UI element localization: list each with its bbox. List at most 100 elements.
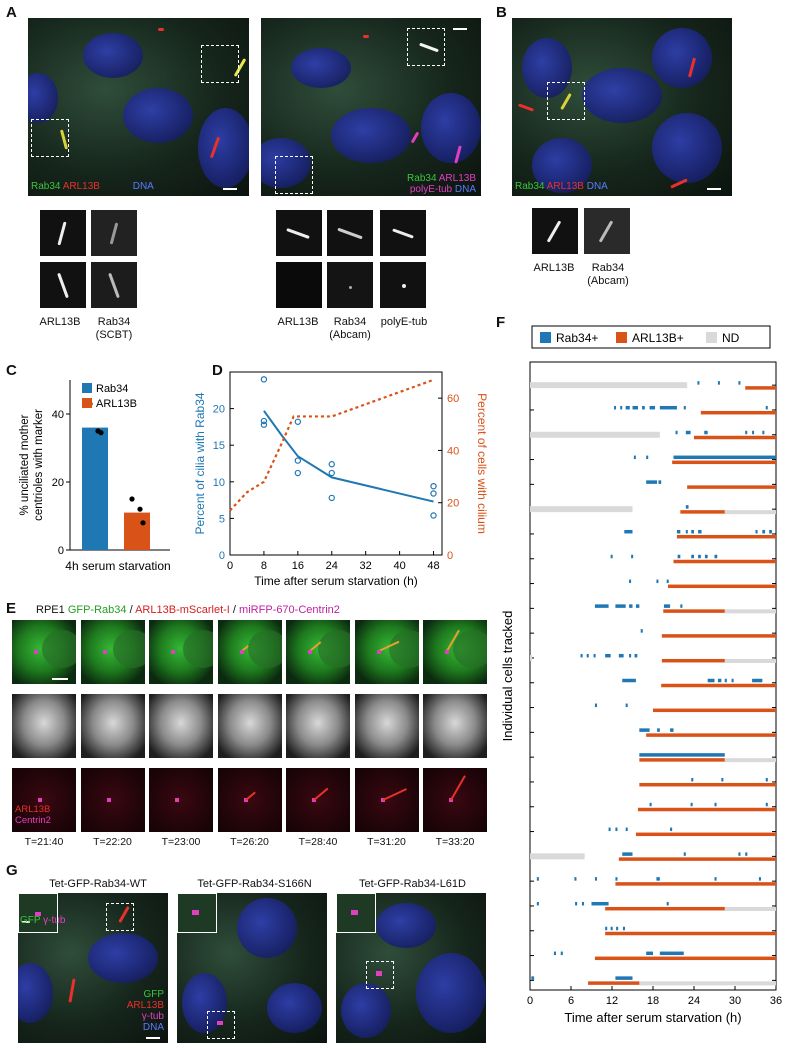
arl13b-segment	[668, 584, 776, 589]
arl13b-segment	[618, 857, 776, 861]
rab34-segment	[670, 827, 673, 832]
timepoint-label: T=22:20	[93, 836, 132, 848]
legend-label: ND	[722, 331, 740, 345]
y-axis-label-right: Percent of cells with cilium	[475, 393, 489, 534]
timelapse-merge-tile	[354, 620, 419, 684]
rab34-segment	[690, 802, 693, 807]
arl13b-segment	[700, 410, 776, 415]
rab34-segment	[717, 381, 720, 385]
inset-a-left-1	[40, 210, 86, 256]
arl13b-segment	[588, 981, 640, 985]
chart-d: 0 8 16 24 32 40 48 0 5 10 15 20 0 20 40 60 Time after se…	[193, 371, 489, 588]
y-tick-label-right: 20	[447, 498, 459, 510]
rab34-segment	[685, 505, 689, 509]
timelapse-gfp-tile	[12, 694, 76, 758]
rab34-segment	[615, 877, 618, 881]
x-tick-label: 32	[360, 560, 372, 572]
header-gfp-rab34: GFP-Rab34	[67, 604, 127, 616]
timelapse-merge-tile	[217, 620, 282, 684]
rab34-segment	[659, 405, 677, 410]
x-tick-label: 24	[326, 560, 338, 572]
rab34-segment	[639, 728, 650, 732]
rab34-segment	[666, 579, 669, 584]
rab34-segment	[714, 802, 717, 807]
rab34-segment	[698, 529, 702, 534]
timelapse-arl13b-centrin-tile	[149, 768, 213, 832]
rab34-segment	[675, 430, 678, 435]
x-tick-label: 24	[688, 995, 700, 1007]
nd-segment	[724, 658, 776, 663]
rab34-segment	[586, 653, 589, 658]
rab34-data-point	[294, 418, 302, 425]
rab34-segment	[691, 554, 694, 559]
x-tick-label: 0	[527, 995, 533, 1007]
rab34-segment	[610, 554, 613, 559]
rab34-segment	[646, 455, 649, 460]
inset-label: polyE-tub	[380, 316, 428, 328]
rab34-data-point	[260, 376, 268, 383]
rab34-segment	[765, 405, 768, 410]
rab34-segment	[769, 529, 772, 534]
rab34-segment	[649, 802, 652, 807]
rab34-segment	[658, 480, 662, 484]
micrograph-b: Rab34 ARL13B DNA	[512, 18, 732, 196]
panel-e-header: RPE1 GFP-Rab34 / ARL13B-mScarlet-I / miR…	[36, 604, 340, 616]
x-tick-label: 12	[606, 995, 618, 1007]
timepoint-label: T=23:00	[161, 836, 201, 848]
header-cell-line: RPE1	[36, 604, 65, 616]
header-arl13b: ARL13B-mScarlet-I	[135, 604, 230, 616]
rab34-segment	[608, 827, 611, 832]
arl13b-segment	[605, 906, 725, 911]
cell-track-row	[637, 802, 776, 812]
cell-track-row	[608, 827, 776, 837]
rab34-segment	[752, 678, 763, 683]
label-polye-tub: polyE-tub	[409, 184, 453, 195]
label-gamma-tub: γ-tub	[141, 1011, 164, 1022]
timelapse-gfp-tile	[286, 694, 350, 758]
rab34-segment	[629, 579, 632, 584]
timelapse-gfp-tile	[423, 694, 487, 758]
inset-a-right-6	[380, 262, 426, 308]
timepoint-label: T=33:20	[435, 836, 475, 848]
label-arl13b: ARL13B	[15, 804, 51, 815]
legend-swatch	[706, 332, 717, 343]
rab34-segment	[629, 653, 632, 658]
inset-label: ARL13B	[277, 316, 319, 328]
inset-a-left-3	[40, 262, 86, 308]
inset-label: Rab34 (Abcam)	[587, 262, 629, 287]
x-axis-label: 4h serum starvation	[65, 559, 170, 573]
micrograph-a-right: Rab34 ARL13B polyE-tub DNA	[261, 18, 481, 196]
rab34-segment	[622, 926, 625, 931]
x-tick-label: 36	[770, 995, 782, 1007]
series-rab34-line	[263, 410, 434, 503]
inset-a-left-4	[91, 262, 137, 308]
timepoint-label: T=28:40	[298, 836, 338, 848]
cell-track-row	[640, 629, 776, 638]
nd-segment	[724, 609, 776, 614]
y-axis-label: % unciliated mother centrioles with marke…	[19, 409, 45, 521]
rab34-segment	[615, 976, 633, 980]
arl13b-segment	[676, 534, 776, 539]
rab34-data-point	[328, 494, 335, 502]
rab34-segment	[721, 777, 724, 782]
y-tick-label-right: 0	[447, 550, 453, 562]
bar-arl13b	[124, 512, 150, 550]
arl13b-segment	[673, 559, 776, 564]
rab34-segment	[704, 554, 708, 559]
cell-track-row	[530, 852, 776, 861]
rab34-segment	[580, 653, 583, 658]
data-point	[137, 506, 143, 512]
y-axis-label: Individual cells tracked	[500, 611, 515, 742]
arl13b-segment	[694, 435, 776, 440]
rab34-segment	[673, 455, 776, 460]
rab34-data-point	[260, 417, 268, 425]
cell-track-row	[605, 926, 776, 936]
rab34-segment	[738, 381, 741, 385]
timelapse-arl13b-centrin-tile: ARL13B Centrin2	[12, 768, 76, 832]
x-tick-label: 16	[292, 560, 304, 572]
rab34-segment	[745, 852, 748, 856]
rab34-segment	[685, 430, 691, 435]
timelapse-gfp-tile	[217, 694, 282, 758]
cell-track-row	[639, 777, 776, 787]
rab34-segment	[685, 529, 688, 534]
